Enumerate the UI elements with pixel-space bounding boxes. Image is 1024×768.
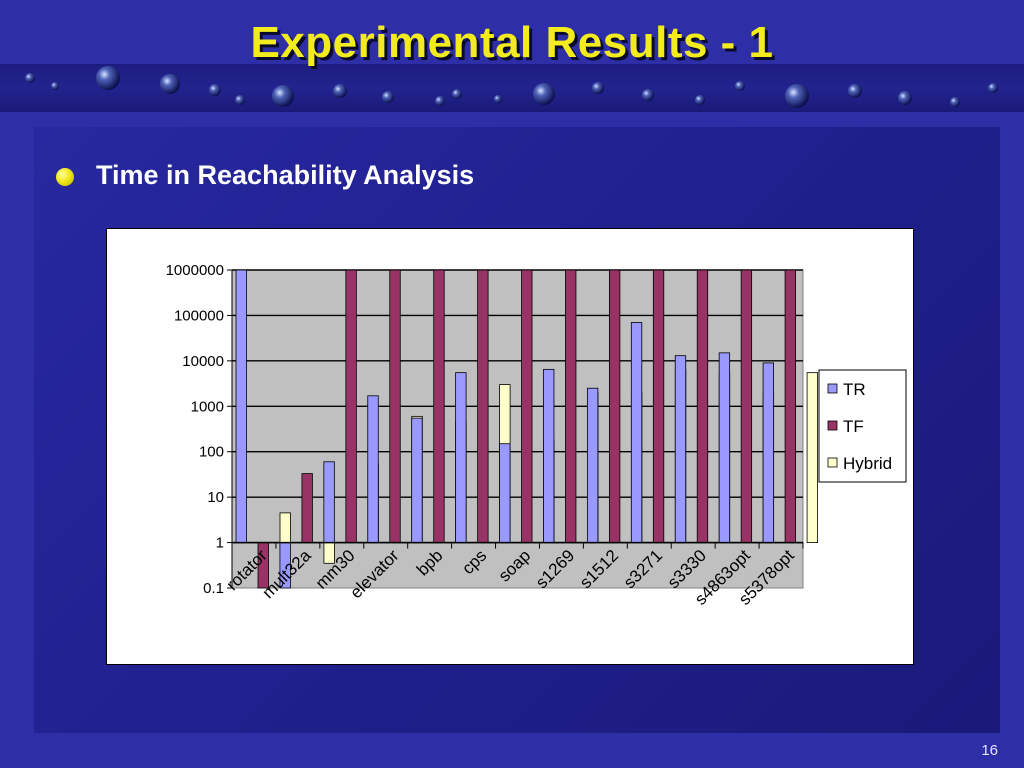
bar-tr-elevator <box>367 395 379 543</box>
bar-tr-bpb <box>411 417 423 543</box>
legend-swatch-tr <box>827 383 838 394</box>
bar-tr-cps <box>455 372 467 543</box>
bar-tf-cps <box>477 269 489 543</box>
bar-tr-s5378opt <box>762 362 774 543</box>
bullet-text: Time in Reachability Analysis <box>96 160 475 190</box>
y-tick-label: 10 <box>207 489 224 506</box>
bar-tf-mm30 <box>345 269 357 543</box>
bar-tr-s1269 <box>543 368 555 543</box>
bar-tf-elevator <box>389 269 401 543</box>
legend-layer: TR TF Hybrid <box>818 369 907 483</box>
bar-hybrid-rotator <box>279 512 291 543</box>
y-tick-label: 1000 <box>191 398 224 415</box>
legend-swatch-hybrid <box>827 457 838 468</box>
y-tick-label: 100 <box>199 444 224 461</box>
y-tick-label: 1000000 <box>166 262 224 279</box>
bubbles-graphic <box>25 66 998 108</box>
bar-chart: 0.11101001000100001000001000000rotatormu… <box>166 262 907 609</box>
y-tick-label: 1 <box>216 535 224 552</box>
bar-tf-s5378opt <box>784 269 796 543</box>
legend-swatch-tf <box>827 420 838 431</box>
bar-tf-mult32a <box>301 473 313 543</box>
bullet-dot-icon <box>56 168 74 186</box>
y-tick-label: 0.1 <box>203 580 224 597</box>
y-tick-label: 10000 <box>182 353 224 370</box>
bar-hybrid-s5378opt <box>806 372 818 543</box>
bar-tr-mm30 <box>323 461 335 543</box>
bar-tf-soap <box>521 269 533 543</box>
bar-tf-s3330 <box>696 269 709 543</box>
y-tick-label: 100000 <box>174 307 224 324</box>
legend-label-tf: TF <box>843 417 864 436</box>
bar-tr-s4863opt <box>718 352 731 543</box>
bar-tf-s1512 <box>608 269 621 543</box>
bar-tf-s3271 <box>652 269 665 543</box>
plot-area <box>231 269 804 589</box>
bar-tf-bpb <box>433 269 445 543</box>
slide-title: Experimental Results - 1 <box>250 18 774 67</box>
bar-tf-s1269 <box>565 269 577 543</box>
decorative-bubble-band <box>0 64 1024 112</box>
bar-tr-rotator <box>235 269 247 543</box>
page-number: 16 <box>981 742 998 759</box>
bar-tf-s4863opt <box>740 269 753 543</box>
bar-tr-s3330 <box>674 355 687 543</box>
legend-label-hybrid: Hybrid <box>843 454 892 473</box>
bar-tr-s1512 <box>586 387 599 543</box>
chart-container: 0.1 1 10 100 1000 10000 100000 1000000 rotator mu… <box>106 228 914 665</box>
legend-label-tr: TR <box>843 380 866 399</box>
plot-layer <box>231 269 804 589</box>
bar-tr-soap <box>499 443 511 543</box>
bar-tr-s3271 <box>630 322 643 543</box>
